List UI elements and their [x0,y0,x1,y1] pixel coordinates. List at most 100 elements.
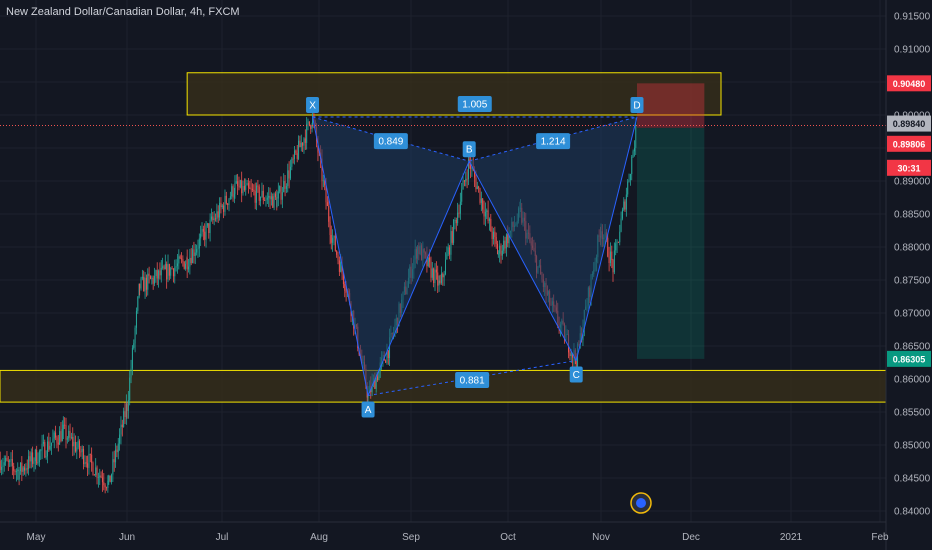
candle-body [188,266,190,270]
candle-body [149,276,151,279]
candle-body [29,456,31,462]
y-tick-label: 0.85000 [894,441,931,452]
candle-body [459,201,461,214]
candle-body [378,370,380,381]
candle-body [123,411,125,427]
candle-body [7,460,9,462]
pattern-leg-bc[interactable] [468,160,577,361]
candle-body [476,186,478,189]
candle-body [125,403,127,418]
position-target-area[interactable] [637,127,705,359]
candle-body [482,198,484,210]
candle-body [344,284,346,291]
candle-body [99,475,101,478]
cypher-pattern[interactable]: 0.849 0.881 1.214 1.005 X A B C D [306,95,644,418]
pattern-ratio-ac[interactable] [367,360,577,396]
zone-support[interactable] [0,369,887,403]
candle-body [454,219,456,221]
candle-body [499,245,501,254]
candle-body [45,456,47,458]
candle-body [265,199,267,201]
candle-body [337,254,339,261]
time-axis[interactable]: May Jun Jul Aug Sep Oct Nov Dec 2021 Feb [0,521,889,543]
candle-body [299,140,301,148]
candle-body [389,337,391,358]
candle-body [298,140,300,159]
candle-body [328,206,330,222]
candle-body [280,186,282,200]
candle-body [139,283,141,289]
candle-body [572,353,574,358]
candle-body [231,186,233,197]
candle-body [386,350,388,363]
candle-body [338,260,340,272]
candle-body [208,223,210,233]
candle-body [455,219,457,224]
candle-body [44,442,46,458]
candle-body [254,191,256,203]
candle-body [55,432,57,438]
candle-body [219,202,221,218]
candle-body [38,450,40,463]
position-stop-area[interactable] [637,83,705,128]
candle-body [3,462,5,466]
candle-body [59,431,61,445]
candle-body [130,368,132,378]
candle-body [64,424,66,426]
pattern-leg-xa[interactable] [312,116,369,396]
candle-body [462,180,464,190]
candle-body [325,185,327,203]
candle-body [19,462,21,472]
candle-body [494,231,496,238]
candle-body [268,195,270,198]
candle-body [69,430,71,438]
point-label-a-bg [361,401,375,418]
candle-body [13,466,15,471]
candle-body [61,429,63,442]
candle-body [202,228,204,232]
candle-body [166,264,168,280]
candle-body [451,231,453,243]
candle-body [225,195,227,204]
candle-body [36,449,38,464]
candle-body [103,482,105,486]
point-label-x: X [309,100,316,111]
candle-body [158,270,160,279]
candle-body [308,121,310,126]
ratio-label-bcd-bg [536,133,571,150]
candle-body [70,437,72,438]
candle-body [155,270,157,276]
candle-body [92,462,94,475]
candle-body [377,376,379,381]
candle-body [321,158,323,181]
candle-body [201,228,203,234]
candle-body [233,193,235,198]
candle-body [229,196,231,199]
candle-body [306,123,308,143]
candle-body [87,463,89,468]
candle-body [256,185,258,203]
candle-body [608,256,610,263]
candle-body [283,181,285,193]
candle-body [247,183,249,188]
candle-body [171,268,173,270]
candle-body [186,257,188,270]
candle-body [374,378,376,389]
pattern-leg-cd[interactable] [575,116,638,361]
candle-body [612,260,614,273]
candle-body [615,243,617,251]
pattern-leg-ab[interactable] [367,161,470,396]
logo-core [636,498,646,508]
ratio-label-xab: 0.849 [378,137,403,148]
x-tick-label: Aug [310,532,328,543]
ratio-label-abc: 0.881 [460,376,485,387]
short-position[interactable] [637,83,705,359]
y-tick-label: 0.86000 [894,375,931,386]
candle-body [10,458,12,461]
candle-body [15,471,17,473]
tradingview-logo-icon[interactable] [630,492,652,514]
candle-body [85,462,87,464]
candle-body [607,237,609,257]
candle-body [107,480,109,489]
